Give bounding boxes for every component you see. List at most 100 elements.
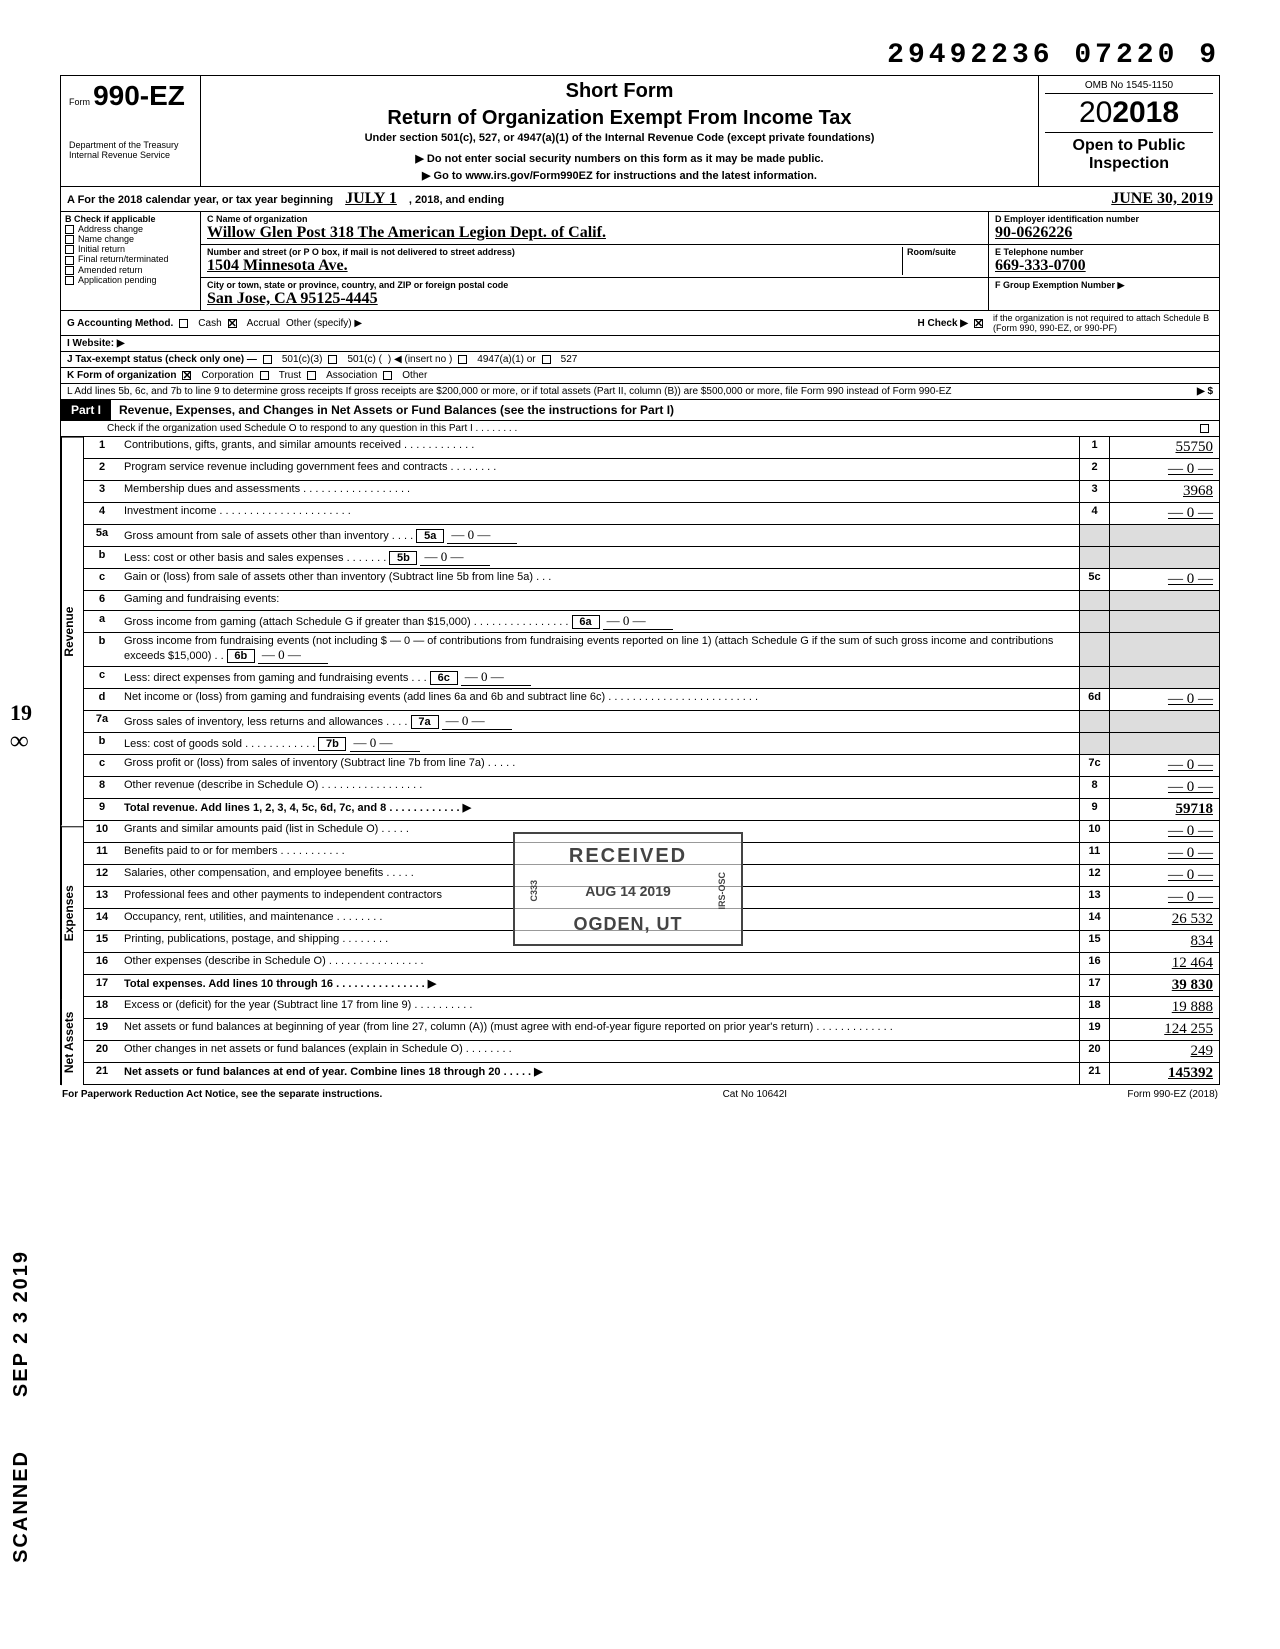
line-5a: 5a Gross amount from sale of assets othe…: [83, 525, 1220, 547]
amt-17: 39 830: [1109, 975, 1219, 996]
part-1-label: Part I: [61, 400, 111, 420]
line-3: 3 Membership dues and assessments . . . …: [83, 481, 1220, 503]
chk-corp[interactable]: [182, 371, 191, 380]
amt-6d: — 0 —: [1109, 689, 1219, 710]
open-to-public: Open to Public Inspection: [1045, 133, 1213, 177]
c-street-label: Number and street (or P O box, if mail i…: [207, 247, 902, 257]
go-to-url: ▶ Go to www.irs.gov/Form990EZ for instru…: [209, 169, 1030, 182]
chk-501c[interactable]: [328, 355, 337, 364]
chk-part1-schedo[interactable]: [1200, 424, 1209, 433]
b-header: B Check if applicable: [65, 214, 196, 224]
k-label: K Form of organization: [67, 370, 176, 381]
row-g-h: G Accounting Method. Cash Accrual Other …: [60, 311, 1220, 336]
side-net-assets: Net Assets: [61, 999, 83, 1085]
chk-pending[interactable]: [65, 276, 74, 285]
line-18: 18 Excess or (deficit) for the year (Sub…: [83, 997, 1220, 1019]
chk-501c3[interactable]: [263, 355, 272, 364]
c-city-value: San Jose, CA 95125-4445: [207, 290, 982, 308]
chk-h[interactable]: [974, 319, 983, 328]
row-a-tax-year: A For the 2018 calendar year, or tax yea…: [60, 187, 1220, 212]
row-l: L Add lines 5b, 6c, and 7b to line 9 to …: [60, 384, 1220, 400]
side-revenue: Revenue: [61, 437, 83, 826]
form-number: 990-EZ: [93, 80, 185, 111]
amt-16: 12 464: [1109, 953, 1219, 974]
department: Department of the Treasury Internal Reve…: [69, 140, 192, 160]
margin-sep-stamp: SEP 2 3 2019: [10, 1250, 33, 1397]
j-label: J Tax-exempt status (check only one) —: [67, 354, 257, 365]
line-8: 8 Other revenue (describe in Schedule O)…: [83, 777, 1220, 799]
chk-trust[interactable]: [260, 371, 269, 380]
chk-name-change[interactable]: [65, 235, 74, 244]
return-title: Return of Organization Exempt From Incom…: [209, 107, 1030, 130]
line-20: 20 Other changes in net assets or fund b…: [83, 1041, 1220, 1063]
line-6a: a Gross income from gaming (attach Sched…: [83, 611, 1220, 633]
line-16: 16 Other expenses (describe in Schedule …: [83, 953, 1220, 975]
line-6c: c Less: direct expenses from gaming and …: [83, 667, 1220, 689]
line-21: 21 Net assets or fund balances at end of…: [83, 1063, 1220, 1085]
line-2: 2 Program service revenue including gove…: [83, 459, 1220, 481]
amt-2: — 0 —: [1109, 459, 1219, 480]
footer-mid: Cat No 10642I: [723, 1089, 788, 1100]
do-not-enter: ▶ Do not enter social security numbers o…: [209, 152, 1030, 165]
e-phone-value: 669-333-0700: [995, 257, 1213, 275]
h-text: if the organization is not required to a…: [993, 313, 1213, 333]
chk-cash[interactable]: [179, 319, 188, 328]
row-a-label: A For the 2018 calendar year, or tax yea…: [67, 194, 333, 206]
f-group-label: F Group Exemption Number ▶: [995, 280, 1213, 291]
chk-amended[interactable]: [65, 266, 74, 275]
amt-18: 19 888: [1109, 997, 1219, 1018]
c-city-label: City or town, state or province, country…: [207, 280, 982, 290]
l-amount-marker: ▶ $: [1197, 386, 1213, 397]
amt-1: 55750: [1109, 437, 1219, 458]
amt-20: 249: [1109, 1041, 1219, 1062]
side-expenses: Expenses: [61, 826, 83, 999]
amt-21: 145392: [1109, 1063, 1219, 1084]
row-a-end: JUNE 30, 2019: [1111, 190, 1213, 208]
org-info-block: B Check if applicable Address change Nam…: [60, 212, 1220, 311]
amt-15: 834: [1109, 931, 1219, 952]
form-year: 202018: [1045, 94, 1213, 133]
c-street-value: 1504 Minnesota Ave.: [207, 257, 902, 275]
document-id: 29492236 07220 9: [60, 40, 1220, 71]
line-7a: 7a Gross sales of inventory, less return…: [83, 711, 1220, 733]
amt-3: 3968: [1109, 481, 1219, 502]
form-header: Form 990-EZ Department of the Treasury I…: [60, 75, 1220, 187]
chk-assoc[interactable]: [307, 371, 316, 380]
line-6: 6 Gaming and fundraising events:: [83, 591, 1220, 611]
amt-11: — 0 —: [1109, 843, 1219, 864]
l-text: L Add lines 5b, 6c, and 7b to line 9 to …: [67, 386, 1191, 397]
row-k-form-org: K Form of organization Corporation Trust…: [60, 368, 1220, 384]
c-name-label: C Name of organization: [207, 214, 982, 224]
part-1-check: Check if the organization used Schedule …: [60, 421, 1220, 437]
chk-accrual[interactable]: [228, 319, 237, 328]
line-1: 1 Contributions, gifts, grants, and simi…: [83, 437, 1220, 459]
chk-527[interactable]: [542, 355, 551, 364]
row-a-begin: JULY 1: [345, 190, 397, 208]
c-room-label: Room/suite: [907, 247, 982, 257]
col-c-org: C Name of organization Willow Glen Post …: [201, 212, 989, 310]
amt-5c: — 0 —: [1109, 569, 1219, 590]
omb-number: OMB No 1545-1150: [1045, 78, 1213, 94]
line-6d: d Net income or (loss) from gaming and f…: [83, 689, 1220, 711]
g-label: G Accounting Method.: [67, 318, 173, 329]
row-i-website: I Website: ▶: [60, 336, 1220, 352]
amt-10: — 0 —: [1109, 821, 1219, 842]
chk-address-change[interactable]: [65, 225, 74, 234]
line-17: 17 Total expenses. Add lines 10 through …: [83, 975, 1220, 997]
amt-19: 124 255: [1109, 1019, 1219, 1040]
amt-12: — 0 —: [1109, 865, 1219, 886]
chk-other-org[interactable]: [383, 371, 392, 380]
line-6b: b Gross income from fundraising events (…: [83, 633, 1220, 667]
short-form-title: Short Form: [209, 80, 1030, 103]
amt-8: — 0 —: [1109, 777, 1219, 798]
line-4: 4 Investment income . . . . . . . . . . …: [83, 503, 1220, 525]
chk-initial-return[interactable]: [65, 245, 74, 254]
chk-4947[interactable]: [458, 355, 467, 364]
chk-final-return[interactable]: [65, 256, 74, 265]
line-7c: c Gross profit or (loss) from sales of i…: [83, 755, 1220, 777]
h-label: H Check ▶: [918, 318, 968, 329]
part-1-header: Part I Revenue, Expenses, and Changes in…: [60, 400, 1220, 421]
row-a-mid: , 2018, and ending: [409, 194, 504, 206]
footer-left: For Paperwork Reduction Act Notice, see …: [62, 1089, 382, 1100]
e-phone-label: E Telephone number: [995, 247, 1213, 257]
